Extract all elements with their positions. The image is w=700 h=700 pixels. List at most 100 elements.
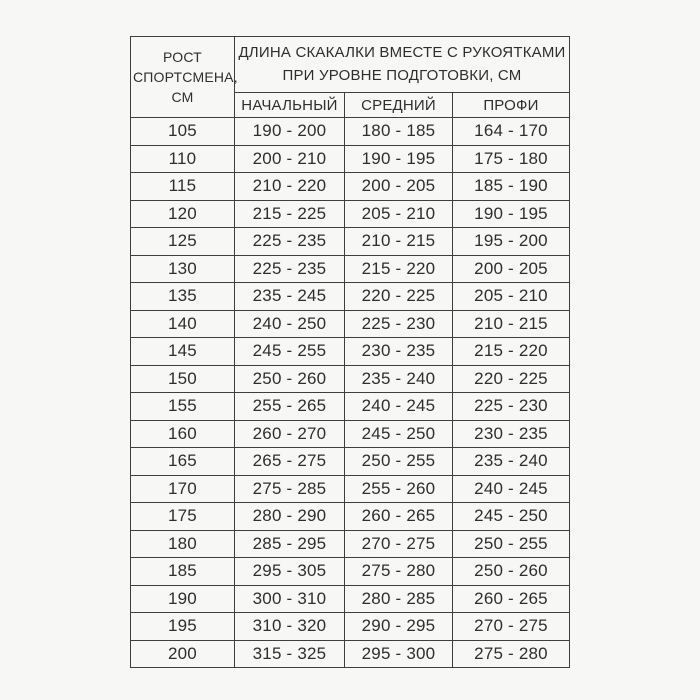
cell-pro: 260 - 265 xyxy=(451,584,571,613)
cell-pro: 225 - 230 xyxy=(451,392,571,421)
cell-height: 145 xyxy=(129,337,235,366)
cell-beginner: 315 - 325 xyxy=(233,639,345,668)
cell-pro: 205 - 210 xyxy=(451,282,571,311)
cell-beginner: 285 - 295 xyxy=(233,529,345,558)
cell-beginner: 245 - 255 xyxy=(233,337,345,366)
cell-intermediate: 210 - 215 xyxy=(343,227,453,256)
table-row: 165 265 - 275 250 - 255 235 - 240 xyxy=(129,447,571,476)
cell-pro: 235 - 240 xyxy=(451,447,571,476)
cell-height: 115 xyxy=(129,172,235,201)
cell-pro: 270 - 275 xyxy=(451,612,571,641)
table-row: 125 225 - 235 210 - 215 195 - 200 xyxy=(129,227,571,256)
cell-beginner: 235 - 245 xyxy=(233,282,345,311)
table-row: 120 215 - 225 205 - 210 190 - 195 xyxy=(129,199,571,228)
table-row: 150 250 - 260 235 - 240 220 - 225 xyxy=(129,364,571,393)
level-header-intermediate: СРЕДНИЙ xyxy=(343,92,453,118)
cell-intermediate: 220 - 225 xyxy=(343,282,453,311)
level-header-beginner: НАЧАЛЬНЫЙ xyxy=(233,92,345,118)
table-body: 105 190 - 200 180 - 185 164 - 170 110 200 - 2… xyxy=(129,117,571,668)
cell-pro: 230 - 235 xyxy=(451,419,571,448)
cell-pro: 220 - 225 xyxy=(451,364,571,393)
cell-height: 170 xyxy=(129,474,235,503)
level-header-row: НАЧАЛЬНЫЙ СРЕДНИЙ ПРОФИ xyxy=(130,92,571,118)
cell-pro: 275 - 280 xyxy=(451,639,571,668)
main-header-row: РОСТ СПОРТСМЕНА, СМ ДЛИНА СКАКАЛКИ ВМЕСТ… xyxy=(129,36,571,118)
cell-intermediate: 215 - 220 xyxy=(343,254,453,283)
cell-beginner: 255 - 265 xyxy=(233,392,345,421)
table-header: РОСТ СПОРТСМЕНА, СМ ДЛИНА СКАКАЛКИ ВМЕСТ… xyxy=(129,36,571,118)
cell-pro: 245 - 250 xyxy=(451,502,571,531)
cell-beginner: 240 - 250 xyxy=(233,309,345,338)
cell-pro: 250 - 255 xyxy=(451,529,571,558)
cell-height: 160 xyxy=(129,419,235,448)
cell-pro: 175 - 180 xyxy=(451,144,571,173)
table-row: 195 310 - 320 290 - 295 270 - 275 xyxy=(129,612,571,641)
cell-height: 120 xyxy=(129,199,235,228)
cell-intermediate: 270 - 275 xyxy=(343,529,453,558)
cell-pro: 200 - 205 xyxy=(451,254,571,283)
cell-pro: 195 - 200 xyxy=(451,227,571,256)
cell-intermediate: 280 - 285 xyxy=(343,584,453,613)
cell-intermediate: 200 - 205 xyxy=(343,172,453,201)
cell-height: 185 xyxy=(129,557,235,586)
table-row: 130 225 - 235 215 - 220 200 - 205 xyxy=(129,254,571,283)
cell-intermediate: 250 - 255 xyxy=(343,447,453,476)
cell-beginner: 310 - 320 xyxy=(233,612,345,641)
table-row: 105 190 - 200 180 - 185 164 - 170 xyxy=(129,117,571,146)
cell-height: 175 xyxy=(129,502,235,531)
cell-intermediate: 190 - 195 xyxy=(343,144,453,173)
cell-height: 140 xyxy=(129,309,235,338)
cell-beginner: 225 - 235 xyxy=(233,227,345,256)
cell-intermediate: 245 - 250 xyxy=(343,419,453,448)
table-row: 175 280 - 290 260 - 265 245 - 250 xyxy=(129,502,571,531)
cell-height: 125 xyxy=(129,227,235,256)
table-row: 110 200 - 210 190 - 195 175 - 180 xyxy=(129,144,571,173)
table-row: 190 300 - 310 280 - 285 260 - 265 xyxy=(129,584,571,613)
cell-beginner: 260 - 270 xyxy=(233,419,345,448)
cell-pro: 185 - 190 xyxy=(451,172,571,201)
cell-beginner: 210 - 220 xyxy=(233,172,345,201)
cell-intermediate: 255 - 260 xyxy=(343,474,453,503)
table-row: 155 255 - 265 240 - 245 225 - 230 xyxy=(129,392,571,421)
cell-intermediate: 205 - 210 xyxy=(343,199,453,228)
table-row: 200 315 - 325 295 - 300 275 - 280 xyxy=(129,639,571,668)
table-row: 160 260 - 270 245 - 250 230 - 235 xyxy=(129,419,571,448)
table-row: 185 295 - 305 275 - 280 250 - 260 xyxy=(129,557,571,586)
cell-intermediate: 275 - 280 xyxy=(343,557,453,586)
cell-height: 195 xyxy=(129,612,235,641)
cell-pro: 215 - 220 xyxy=(451,337,571,366)
table-row: 115 210 - 220 200 - 205 185 - 190 xyxy=(129,172,571,201)
cell-height: 200 xyxy=(129,639,235,668)
cell-beginner: 280 - 290 xyxy=(233,502,345,531)
cell-intermediate: 230 - 235 xyxy=(343,337,453,366)
table-row: 145 245 - 255 230 - 235 215 - 220 xyxy=(129,337,571,366)
cell-intermediate: 235 - 240 xyxy=(343,364,453,393)
cell-height: 165 xyxy=(129,447,235,476)
cell-intermediate: 290 - 295 xyxy=(343,612,453,641)
cell-intermediate: 240 - 245 xyxy=(343,392,453,421)
cell-beginner: 215 - 225 xyxy=(233,199,345,228)
cell-intermediate: 225 - 230 xyxy=(343,309,453,338)
rope-length-header-line2: ПРИ УРОВНЕ ПОДГОТОВКИ, СМ xyxy=(282,66,522,84)
cell-pro: 210 - 215 xyxy=(451,309,571,338)
cell-intermediate: 260 - 265 xyxy=(343,502,453,531)
table-row: 135 235 - 245 220 - 225 205 - 210 xyxy=(129,282,571,311)
table-row: 170 275 - 285 255 - 260 240 - 245 xyxy=(129,474,571,503)
cell-beginner: 295 - 305 xyxy=(233,557,345,586)
cell-pro: 240 - 245 xyxy=(451,474,571,503)
cell-beginner: 200 - 210 xyxy=(233,144,345,173)
table-row: 140 240 - 250 225 - 230 210 - 215 xyxy=(129,309,571,338)
cell-height: 110 xyxy=(129,144,235,173)
rope-length-header-line1: ДЛИНА СКАКАЛКИ ВМЕСТЕ С РУКОЯТКАМИ xyxy=(238,44,566,61)
rope-length-table: РОСТ СПОРТСМЕНА, СМ ДЛИНА СКАКАЛКИ ВМЕСТ… xyxy=(129,36,571,668)
cell-height: 150 xyxy=(129,364,235,393)
cell-beginner: 250 - 260 xyxy=(233,364,345,393)
level-header-pro: ПРОФИ xyxy=(451,92,571,118)
cell-height: 135 xyxy=(129,282,235,311)
cell-height: 155 xyxy=(129,392,235,421)
cell-beginner: 275 - 285 xyxy=(233,474,345,503)
rope-length-header: ДЛИНА СКАКАЛКИ ВМЕСТЕ С РУКОЯТКАМИ ПРИ У… xyxy=(233,36,571,93)
cell-beginner: 300 - 310 xyxy=(233,584,345,613)
cell-beginner: 265 - 275 xyxy=(233,447,345,476)
cell-height: 105 xyxy=(129,117,235,146)
